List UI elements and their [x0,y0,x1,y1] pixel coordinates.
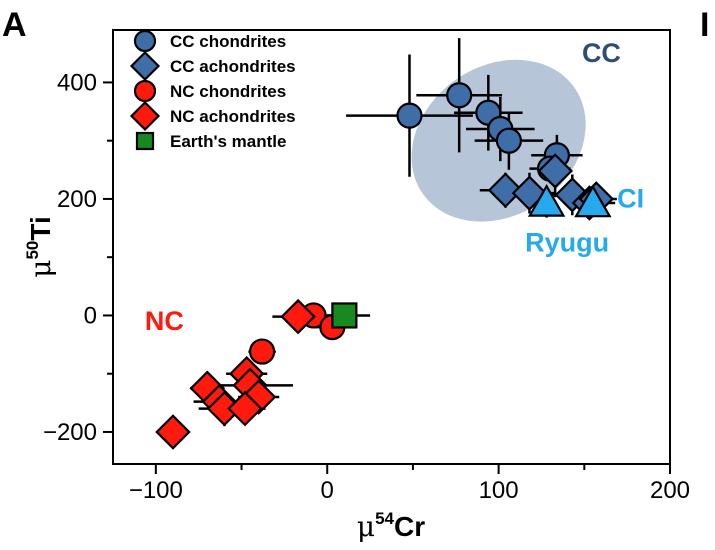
nc-achondrites-point [155,414,191,450]
legend-marker-cc-achondrites [129,50,161,82]
x-axis-label-main: Cr [394,511,425,542]
cc-achondrites-point [537,153,573,189]
legend-marker-nc-chondrites [133,79,157,103]
y-tick-label: −200 [43,419,97,446]
x-axis-label-prefix: μ [357,510,375,543]
cc-chondrites-point [495,127,522,154]
annotation-nc: NC [145,306,184,336]
legend: CC chondrites CC achondrites NC chondrites… [129,29,296,151]
ci-point [574,184,612,218]
x-axis-label-sup: 54 [375,509,394,528]
x-axis-label: μ54Cr [357,509,425,543]
y-axis-label-sup: 50 [23,241,42,260]
panel-label: A [2,6,27,44]
axis-ticks: −100 0 100 200 −200 0 200 400 [43,69,690,504]
cc-chondrites-point [396,102,423,129]
x-tick-label: 200 [650,477,690,504]
x-tick-label: 0 [321,477,334,504]
legend-label-cc-achondrites: CC achondrites [170,57,296,76]
x-tick-label: 100 [479,477,519,504]
legend-marker-nc-achondrites [129,100,161,132]
annotation-ci: CI [617,184,644,214]
y-axis-label-prefix: μ [24,260,57,278]
cc-chondrites-point [446,82,473,109]
y-tick-label: 200 [57,186,97,213]
earth-s-mantle-point [331,302,358,329]
nc-chondrites-point [249,338,276,365]
y-axis-label: μ50Ti [23,216,57,278]
y-axis-label-main: Ti [25,216,56,240]
legend-label-nc-achondrites: NC achondrites [170,107,296,126]
cc-achondrites-point [487,172,524,208]
annotation-cc: CC [582,38,621,68]
legend-marker-cc-chondrites [133,29,157,53]
plot-frame [112,29,671,465]
legend-label-nc-chondrites: NC chondrites [170,82,286,101]
legend-label-earth-s-mantle: Earth's mantle [170,132,286,151]
nc-achondrites-point [227,390,263,427]
legend-marker-earth-s-mantle [135,131,155,151]
annotation-ryugu: Ryugu [525,227,609,257]
data-markers [155,82,615,450]
ryugu-point [527,184,566,217]
next-panel-label: I [700,6,709,44]
annotations: CC NC CI Ryugu [145,38,644,336]
y-tick-label: 0 [84,302,97,329]
legend-label-cc-chondrites: CC chondrites [170,32,286,51]
nc-achondrites-point [280,298,316,335]
y-tick-label: 400 [57,69,97,96]
x-tick-label: −100 [129,477,183,504]
